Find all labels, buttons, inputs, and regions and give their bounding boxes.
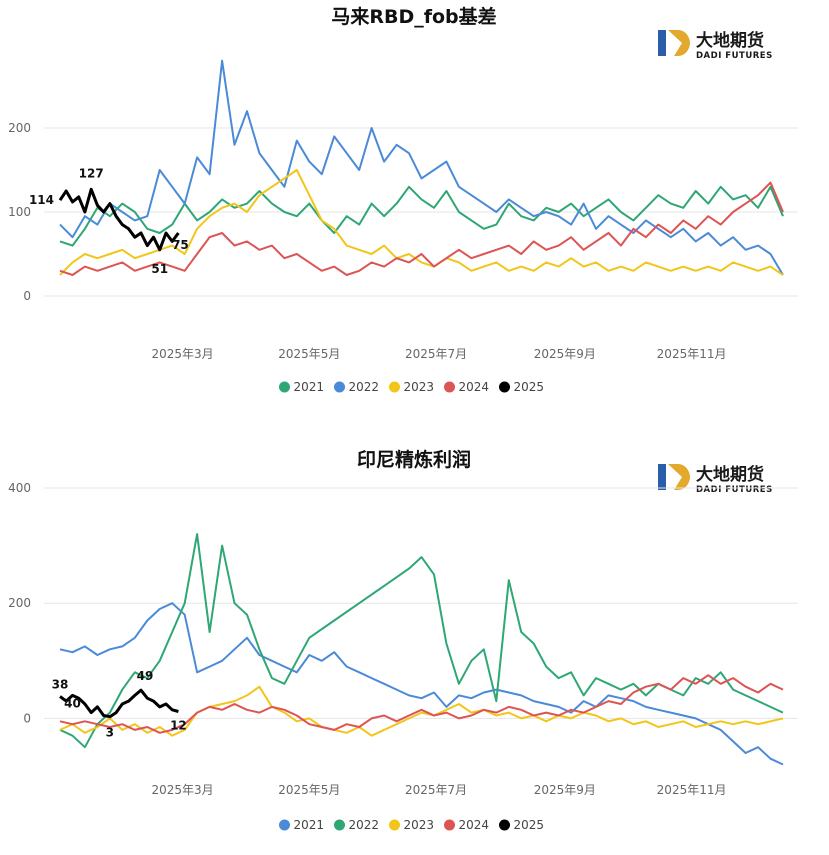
legend-marker-2021 <box>279 381 290 393</box>
legend-marker-2025 <box>499 381 510 393</box>
series-line-2023 <box>59 169 784 276</box>
legend-marker-2023 <box>389 381 400 393</box>
y-tick-label: 200 <box>8 121 31 135</box>
data-label: 38 <box>52 678 69 692</box>
series-line-2024 <box>59 181 784 276</box>
y-tick-label: 400 <box>8 481 31 495</box>
legend-label: 2024 <box>459 380 490 394</box>
x-tick-label: 2025年11月 <box>657 783 727 797</box>
series-line-2022 <box>59 533 784 749</box>
legend-marker-2023 <box>389 819 400 831</box>
legend-label: 2025 <box>514 818 545 832</box>
legend-marker-2022 <box>334 819 345 831</box>
legend-label: 2024 <box>459 818 490 832</box>
legend-label: 2023 <box>404 380 435 394</box>
x-tick-label: 2025年5月 <box>278 347 340 361</box>
logo-text: 大地期货 <box>696 30 764 51</box>
data-label: 51 <box>151 262 168 276</box>
series-line-2022 <box>59 59 784 276</box>
logo-text: 大地期货 <box>696 464 764 485</box>
chart-title: 马来RBD_fob基差 <box>331 5 496 28</box>
x-tick-label: 2025年3月 <box>151 783 213 797</box>
logo: 大地期货 DADI FUTURES <box>658 464 773 495</box>
data-label: 12 <box>170 718 187 732</box>
logo-subtext: DADI FUTURES <box>696 51 773 61</box>
y-tick-label: 100 <box>8 205 31 219</box>
data-label: 40 <box>64 696 81 710</box>
legend-label: 2023 <box>404 818 435 832</box>
legend-marker-2024 <box>444 381 455 393</box>
x-tick-label: 2025年11月 <box>657 347 727 361</box>
x-tick-label: 2025年7月 <box>405 783 467 797</box>
legend-label: 2025 <box>514 380 545 394</box>
y-tick-label: 0 <box>23 289 31 303</box>
series-line-2021 <box>59 185 784 247</box>
series-line-2023 <box>59 685 784 737</box>
x-tick-label: 2025年3月 <box>151 347 213 361</box>
chart-title: 印尼精炼利润 <box>357 448 471 471</box>
series-line-2025 <box>58 187 180 252</box>
chart-refining-profit: 印尼精炼利润 大地期货 DADI FUTURES 0 200 400 2025年3月… <box>8 448 798 832</box>
legend-marker-2025 <box>499 819 510 831</box>
x-tick-label: 2025年7月 <box>405 347 467 361</box>
series-line-2025 <box>59 688 179 719</box>
logo: 大地期货 DADI FUTURES <box>658 30 773 61</box>
data-label: 127 <box>79 166 104 180</box>
legend-label: 2022 <box>349 818 380 832</box>
legend-marker-2024 <box>444 819 455 831</box>
legend-marker-2022 <box>334 381 345 393</box>
legend-label: 2022 <box>349 380 380 394</box>
data-label: 49 <box>137 669 154 683</box>
x-tick-label: 2025年9月 <box>534 347 596 361</box>
series-line-2021 <box>59 602 784 766</box>
y-tick-label: 200 <box>8 596 31 610</box>
chart-basis: 马来RBD_fob基差 大地期货 DADI FUTURES 0 100 200 20… <box>8 5 798 394</box>
data-label: 75 <box>172 238 189 252</box>
data-label: 114 <box>29 193 54 207</box>
logo-subtext: DADI FUTURES <box>696 485 773 495</box>
series-line-2024 <box>59 674 784 734</box>
data-label: 3 <box>106 726 114 740</box>
legend-label: 2021 <box>294 380 325 394</box>
legend-marker-2021 <box>279 819 290 831</box>
y-tick-label: 0 <box>23 711 31 725</box>
x-tick-label: 2025年5月 <box>278 783 340 797</box>
legend-label: 2021 <box>294 818 325 832</box>
x-tick-label: 2025年9月 <box>534 783 596 797</box>
